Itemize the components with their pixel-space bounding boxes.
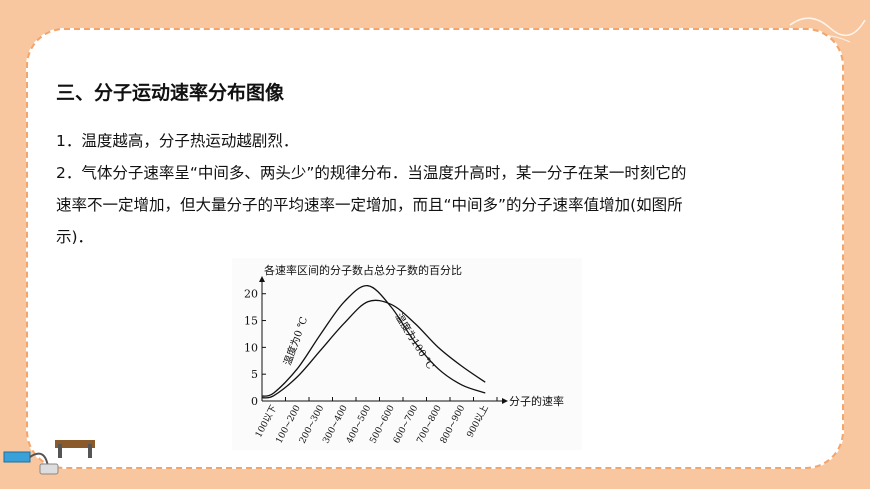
y-axis-arrow [259, 276, 265, 282]
y-tick-label: 10 [244, 341, 258, 354]
page-title: 三、分子运动速率分布图像 [56, 82, 285, 104]
y-tick-label: 5 [251, 368, 258, 381]
paragraph-line-4: 示)． [56, 228, 94, 246]
series-line-1 [261, 285, 486, 397]
speed-distribution-chart: 各速率区间的分子数占总分子数的百分比 0 5 10 15 20 100以下 100~200 20… [232, 258, 582, 450]
x-axis-arrow [502, 398, 508, 404]
y-tick-label: 20 [244, 288, 258, 301]
paragraph-line-1: 1．温度越高，分子热运动越剧烈． [56, 132, 299, 150]
chart-title: 各速率区间的分子数占总分子数的百分比 [264, 263, 462, 277]
y-tick-label: 15 [244, 315, 258, 328]
y-tick-label: 0 [251, 395, 258, 408]
series-label-1: 温度为0 ℃ [281, 315, 311, 367]
series-line-2 [261, 299, 486, 399]
x-tick-label: 900以上 [465, 403, 491, 439]
chart-svg: 各速率区间的分子数占总分子数的百分比05101520100以下100~20020… [244, 263, 564, 445]
paragraph-line-3: 速率不一定增加，但大量分子的平均速率一定增加，而且“中间多”的分子速率值增加(如… [56, 196, 683, 214]
paragraph-line-2: 2．气体分子速率呈“中间多、两头少”的规律分布．当温度升高时，某一分子在某一时刻… [56, 164, 687, 182]
x-axis-label: 分子的速率 [509, 394, 564, 408]
x-tick-label: 100以下 [254, 404, 279, 440]
circuit-switch-icon [3, 440, 95, 475]
series-label-2: 温度为100 ℃ [392, 311, 437, 372]
x-tick-label: 800~900 [439, 403, 468, 445]
